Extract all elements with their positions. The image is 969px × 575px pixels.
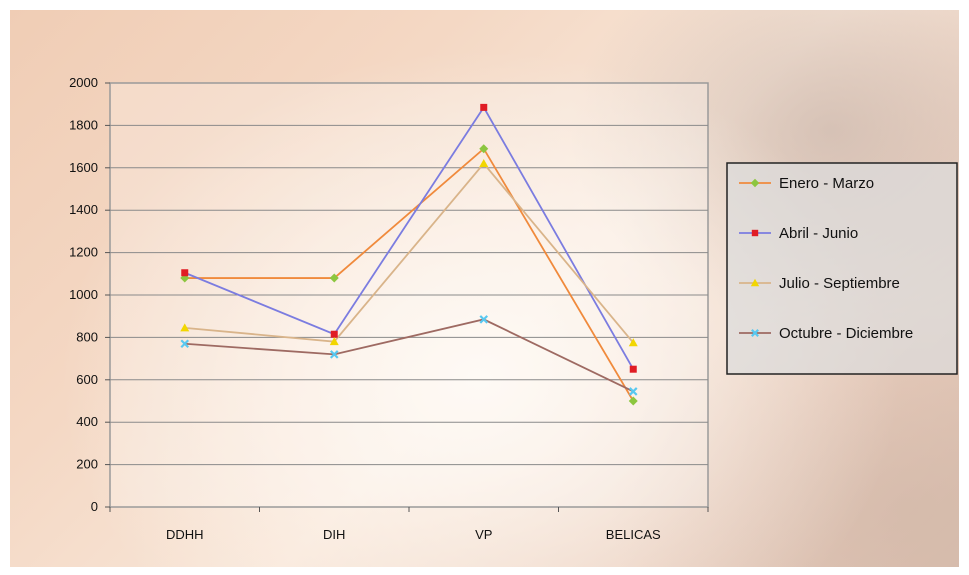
data-point-marker <box>629 365 637 373</box>
y-axis: 0 200 400 600 800 1000 1200 1400 1600 1800 2000 <box>69 75 110 514</box>
x-tick-label: VP <box>475 527 492 542</box>
data-point-marker <box>330 330 338 338</box>
y-tick-label: 2000 <box>69 75 98 90</box>
legend-label: Abril - Junio <box>779 225 858 242</box>
y-tick-label: 1600 <box>69 160 98 175</box>
y-tick-label: 1800 <box>69 117 98 132</box>
y-tick-label: 0 <box>91 499 98 514</box>
series-layer <box>180 103 638 406</box>
data-point-marker <box>628 396 638 406</box>
x-axis: DDHH DIH VP BELICAS <box>109 507 709 542</box>
data-point-marker <box>479 144 489 154</box>
chart-frame: 0 200 400 600 800 1000 1200 1400 1600 1800 2000 DD… <box>10 10 959 567</box>
data-point-marker <box>750 278 760 287</box>
legend-label: Julio - Septiembre <box>779 275 900 292</box>
data-point-marker <box>751 229 759 237</box>
legend: Enero - Marzo Abril - Junio Julio - Septie… <box>726 162 958 375</box>
data-point-marker <box>750 178 760 188</box>
x-tick-label: BELICAS <box>606 527 661 542</box>
data-point-marker <box>751 329 759 337</box>
data-point-marker <box>181 269 189 277</box>
series-line <box>184 147 635 402</box>
x-tick-label: DDHH <box>166 527 204 542</box>
legend-label: Enero - Marzo <box>779 175 874 192</box>
x-tick-label: DIH <box>323 527 345 542</box>
data-point-marker <box>180 323 190 332</box>
y-tick-label: 800 <box>76 329 98 344</box>
data-point-marker <box>628 338 638 347</box>
y-tick-label: 1000 <box>69 287 98 302</box>
y-tick-label: 1200 <box>69 245 98 260</box>
series-line <box>184 105 635 370</box>
y-tick-label: 200 <box>76 457 98 472</box>
series-line <box>184 162 634 344</box>
data-point-marker <box>479 315 489 324</box>
series-line <box>184 318 634 393</box>
data-point-marker <box>479 159 489 168</box>
data-point-marker <box>329 350 339 359</box>
data-point-marker <box>628 387 638 396</box>
data-point-marker <box>180 339 190 349</box>
legend-box <box>726 162 958 375</box>
legend-label: Octubre - Diciembre <box>779 325 913 342</box>
line-chart: 0 200 400 600 800 1000 1200 1400 1600 1800 2000 DD… <box>69 75 958 542</box>
y-tick-label: 600 <box>76 372 98 387</box>
y-tick-label: 400 <box>76 414 98 429</box>
data-point-marker <box>329 273 339 283</box>
data-point-marker <box>480 103 488 111</box>
data-point-marker <box>329 337 339 346</box>
y-tick-label: 1400 <box>69 202 98 217</box>
